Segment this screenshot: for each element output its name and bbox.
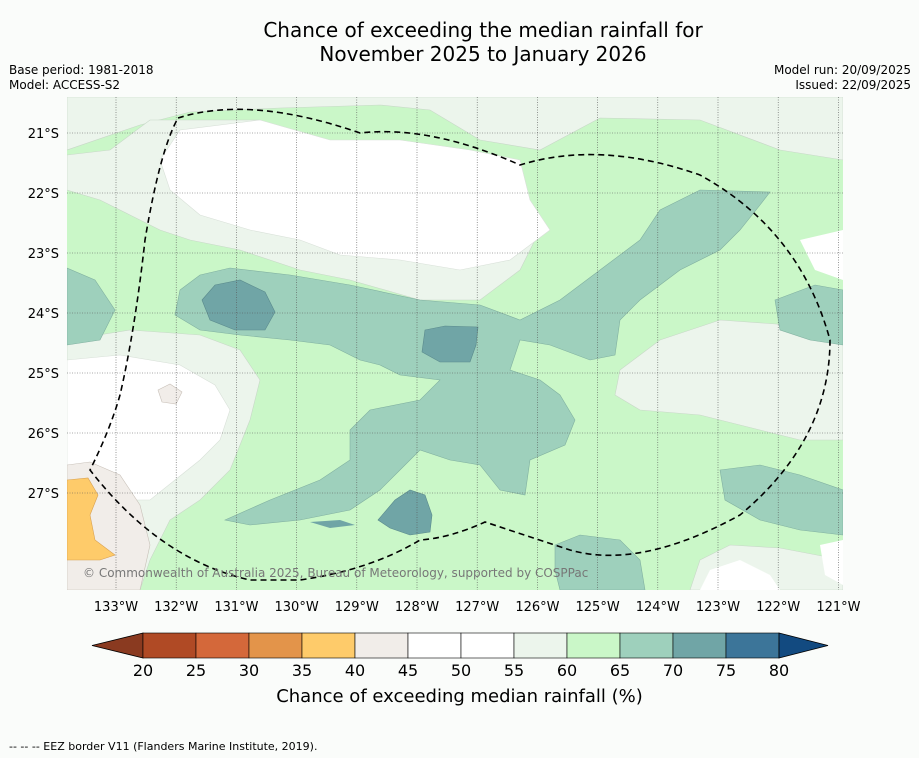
dark-teal-patch-south	[377, 489, 433, 536]
left-metadata: Base period: 1981-2018 Model: ACCESS-S2	[9, 63, 154, 93]
colorbar-segment	[513, 632, 568, 659]
colorbar-extend-low	[91, 632, 144, 659]
teal-region-south	[554, 534, 646, 590]
small-dark-patch	[310, 520, 355, 528]
colorbar-tick: 35	[292, 661, 312, 680]
colorbar: 20 25 30 35 40 45 50 55 60 65 70 75 80	[91, 632, 829, 680]
colorbar-extend-high	[778, 632, 829, 659]
colorbar-segment	[248, 632, 303, 659]
dark-teal-patch-west	[201, 279, 276, 331]
longitude-label: 126°W	[515, 600, 559, 615]
latitude-label: 26°S	[28, 427, 59, 442]
latitude-label: 27°S	[28, 487, 59, 502]
longitude-label: 127°W	[455, 600, 499, 615]
colorbar-segment	[142, 632, 197, 659]
issued-date: Issued: 22/09/2025	[795, 78, 911, 92]
longitude-label: 123°W	[696, 600, 740, 615]
base-period: Base period: 1981-2018	[9, 63, 154, 77]
colorbar-segment	[407, 632, 462, 659]
offwhite-spot	[157, 383, 183, 405]
colorbar-tick: 25	[186, 661, 206, 680]
colorbar-tick: 20	[133, 661, 153, 680]
right-metadata: Model run: 20/09/2025 Issued: 22/09/2025	[774, 63, 911, 93]
longitude-label: 124°W	[636, 600, 680, 615]
model-run: Model run: 20/09/2025	[773, 63, 911, 77]
white-spot	[260, 215, 310, 235]
colorbar-tick: 45	[398, 661, 418, 680]
dark-teal-patch-central	[421, 325, 479, 363]
latitude-label: 24°S	[28, 307, 59, 322]
map-area	[67, 97, 843, 590]
longitude-label: 125°W	[576, 600, 620, 615]
colorbar-tick: 55	[504, 661, 524, 680]
colorbar-label: Chance of exceeding median rainfall (%)	[276, 686, 643, 707]
longitude-label: 132°W	[154, 600, 198, 615]
longitude-label: 129°W	[335, 600, 379, 615]
longitude-label: 122°W	[756, 600, 800, 615]
colorbar-tick: 75	[716, 661, 736, 680]
colorbar-segment	[460, 632, 515, 659]
copyright-notice: © Commonwealth of Australia 2025, Bureau…	[83, 566, 588, 580]
longitude-label: 133°W	[94, 600, 138, 615]
teal-region-central	[174, 189, 771, 526]
colorbar-tick: 40	[345, 661, 365, 680]
longitude-label: 128°W	[395, 600, 439, 615]
colorbar-segment	[566, 632, 621, 659]
white-region-north	[159, 119, 551, 271]
latitude-labels: 21°S 22°S 23°S 24°S 25°S 26°S 27°S	[28, 127, 59, 502]
longitude-label: 121°W	[816, 600, 860, 615]
colorbar-tick: 70	[663, 661, 683, 680]
colorbar-tick: 60	[557, 661, 577, 680]
colorbar-segment	[672, 632, 727, 659]
longitude-label: 130°W	[275, 600, 319, 615]
colorbar-tick: 50	[451, 661, 471, 680]
white-patch-edge	[820, 540, 843, 585]
map-title: Chance of exceeding the median rainfall …	[0, 18, 919, 66]
colorbar-tick: 65	[610, 661, 630, 680]
white-region-south	[700, 560, 780, 590]
teal-region-southeast	[719, 464, 843, 536]
longitude-labels: 133°W 132°W 131°W 130°W 129°W 128°W 127°W 126°W…	[94, 600, 861, 615]
colorbar-segment	[354, 632, 409, 659]
colorbar-tick: 80	[769, 661, 789, 680]
colorbar-segment	[301, 632, 356, 659]
teal-region-west-edge	[67, 267, 116, 346]
latitude-label: 21°S	[28, 127, 59, 142]
eez-border	[89, 108, 831, 581]
footer-note: -- -- -- EEZ border V11 (Flanders Marine…	[9, 740, 318, 753]
model-name: Model: ACCESS-S2	[9, 78, 121, 92]
title-line-2: November 2025 to January 2026	[319, 42, 647, 66]
latitude-label: 22°S	[28, 187, 59, 202]
colorbar-segment	[725, 632, 780, 659]
white-region-east	[800, 230, 843, 280]
graticule	[67, 97, 843, 590]
teal-region-east	[774, 284, 843, 346]
pale-region-east	[614, 319, 843, 441]
longitude-label: 131°W	[214, 600, 258, 615]
title-line-1: Chance of exceeding the median rainfall …	[263, 18, 703, 42]
latitude-label: 25°S	[28, 367, 59, 382]
colorbar-segment	[195, 632, 250, 659]
orange-region	[67, 477, 116, 561]
colorbar-segment	[619, 632, 674, 659]
latitude-label: 23°S	[28, 247, 59, 262]
colorbar-tick: 30	[239, 661, 259, 680]
